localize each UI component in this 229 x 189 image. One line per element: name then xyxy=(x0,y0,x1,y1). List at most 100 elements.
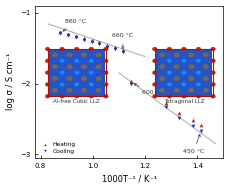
Circle shape xyxy=(153,59,157,63)
Circle shape xyxy=(211,83,215,86)
Text: Tetragonal LLZ: Tetragonal LLZ xyxy=(164,99,204,104)
Circle shape xyxy=(153,83,157,86)
Circle shape xyxy=(188,88,195,93)
Circle shape xyxy=(173,76,180,81)
Y-axis label: log σ / S cm⁻¹: log σ / S cm⁻¹ xyxy=(5,53,15,110)
Point xyxy=(66,32,70,35)
Point xyxy=(58,30,62,33)
Point xyxy=(199,130,203,133)
Point xyxy=(74,35,78,38)
Point xyxy=(82,38,85,41)
Circle shape xyxy=(167,70,172,75)
Circle shape xyxy=(181,82,187,87)
Circle shape xyxy=(181,70,187,75)
Circle shape xyxy=(95,76,102,81)
Circle shape xyxy=(51,76,58,81)
Circle shape xyxy=(81,88,87,93)
Circle shape xyxy=(167,59,172,63)
Circle shape xyxy=(89,94,94,98)
Bar xyxy=(48,49,106,96)
Point xyxy=(113,46,117,49)
Circle shape xyxy=(81,76,87,81)
Circle shape xyxy=(104,47,108,51)
Circle shape xyxy=(188,76,195,81)
Bar xyxy=(155,49,213,96)
Point xyxy=(121,49,125,52)
Circle shape xyxy=(153,94,157,98)
Point xyxy=(90,40,93,43)
X-axis label: 1000T⁻¹ / K⁻¹: 1000T⁻¹ / K⁻¹ xyxy=(102,174,157,184)
Circle shape xyxy=(60,59,65,63)
Point xyxy=(105,44,109,47)
Circle shape xyxy=(196,94,201,98)
Circle shape xyxy=(45,59,50,63)
Circle shape xyxy=(60,94,65,98)
Circle shape xyxy=(74,59,79,63)
Point xyxy=(199,123,203,126)
Circle shape xyxy=(74,47,79,51)
Circle shape xyxy=(45,94,50,98)
Circle shape xyxy=(211,47,215,51)
Text: 660 °C: 660 °C xyxy=(112,33,134,49)
Circle shape xyxy=(45,47,50,51)
Circle shape xyxy=(188,64,195,70)
Circle shape xyxy=(95,52,102,58)
Text: 860 °C: 860 °C xyxy=(63,19,87,31)
Circle shape xyxy=(45,71,50,74)
Circle shape xyxy=(74,70,79,75)
Circle shape xyxy=(51,88,58,93)
Circle shape xyxy=(181,59,187,63)
Circle shape xyxy=(158,76,166,81)
Point xyxy=(98,42,101,45)
Circle shape xyxy=(95,64,102,70)
Circle shape xyxy=(74,94,79,98)
Circle shape xyxy=(66,76,73,81)
Circle shape xyxy=(51,64,58,70)
Circle shape xyxy=(202,76,209,81)
Circle shape xyxy=(211,71,215,74)
Point xyxy=(58,32,62,35)
Circle shape xyxy=(66,52,73,58)
Point xyxy=(66,34,70,37)
Circle shape xyxy=(153,71,157,74)
Circle shape xyxy=(173,52,180,58)
Circle shape xyxy=(173,64,180,70)
Circle shape xyxy=(74,82,79,87)
Point xyxy=(129,82,133,85)
Circle shape xyxy=(104,59,108,63)
Point xyxy=(74,36,78,39)
Circle shape xyxy=(104,83,108,86)
Circle shape xyxy=(66,64,73,70)
Circle shape xyxy=(202,88,209,93)
Circle shape xyxy=(167,47,172,51)
Circle shape xyxy=(196,82,201,87)
Circle shape xyxy=(173,88,180,93)
Bar xyxy=(156,50,212,95)
Circle shape xyxy=(202,64,209,70)
Circle shape xyxy=(182,47,186,51)
Point xyxy=(192,125,195,128)
Bar xyxy=(49,50,105,95)
Point xyxy=(90,39,93,42)
Circle shape xyxy=(158,88,166,93)
Point xyxy=(164,101,168,104)
Point xyxy=(177,112,181,115)
Point xyxy=(82,37,85,40)
Bar xyxy=(155,49,213,96)
Circle shape xyxy=(89,59,94,63)
Circle shape xyxy=(196,47,201,51)
Point xyxy=(177,117,181,120)
Circle shape xyxy=(66,88,73,93)
Circle shape xyxy=(60,70,65,75)
Circle shape xyxy=(167,94,172,98)
Circle shape xyxy=(95,88,102,93)
Circle shape xyxy=(211,59,215,63)
Circle shape xyxy=(60,47,65,51)
Circle shape xyxy=(211,94,215,98)
Circle shape xyxy=(45,83,50,86)
Point xyxy=(105,45,109,48)
Circle shape xyxy=(158,64,166,70)
Circle shape xyxy=(81,52,87,58)
Text: 450 °C: 450 °C xyxy=(183,134,204,154)
Point xyxy=(98,41,101,44)
